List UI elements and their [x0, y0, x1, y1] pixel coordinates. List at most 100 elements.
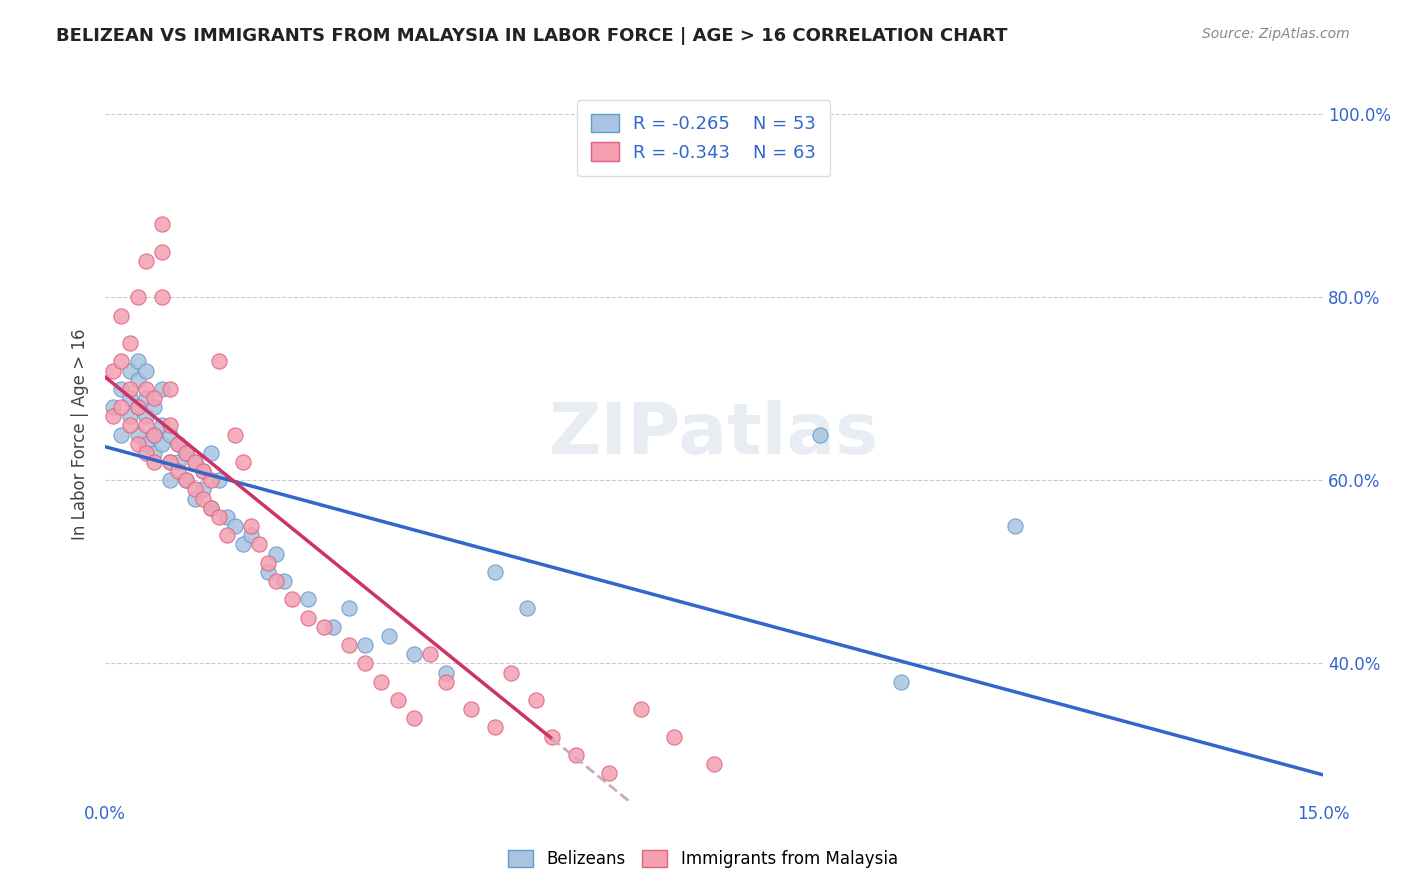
- Point: [135, 436, 157, 450]
- Point: [118, 382, 141, 396]
- Point: [150, 217, 173, 231]
- Point: [127, 354, 149, 368]
- Point: [110, 309, 132, 323]
- Point: [808, 427, 831, 442]
- Point: [256, 565, 278, 579]
- Point: [135, 253, 157, 268]
- Text: Source: ZipAtlas.com: Source: ZipAtlas.com: [1202, 27, 1350, 41]
- Point: [150, 436, 173, 450]
- Point: [540, 730, 562, 744]
- Point: [135, 418, 157, 433]
- Point: [103, 363, 125, 377]
- Point: [516, 601, 538, 615]
- Point: [127, 290, 149, 304]
- Point: [118, 336, 141, 351]
- Point: [264, 547, 287, 561]
- Point: [215, 528, 238, 542]
- Point: [159, 418, 181, 433]
- Point: [662, 730, 685, 744]
- Point: [135, 363, 157, 377]
- Y-axis label: In Labor Force | Age > 16: In Labor Force | Age > 16: [72, 329, 89, 541]
- Text: ZIPatlas: ZIPatlas: [550, 401, 879, 469]
- Point: [135, 446, 157, 460]
- Point: [565, 747, 588, 762]
- Point: [142, 427, 165, 442]
- Text: BELIZEAN VS IMMIGRANTS FROM MALAYSIA IN LABOR FORCE | AGE > 16 CORRELATION CHART: BELIZEAN VS IMMIGRANTS FROM MALAYSIA IN …: [56, 27, 1008, 45]
- Point: [191, 491, 214, 506]
- Point: [159, 473, 181, 487]
- Point: [191, 464, 214, 478]
- Point: [159, 455, 181, 469]
- Point: [142, 400, 165, 414]
- Point: [232, 537, 254, 551]
- Point: [434, 665, 457, 680]
- Point: [297, 592, 319, 607]
- Point: [118, 409, 141, 424]
- Point: [224, 427, 246, 442]
- Point: [150, 244, 173, 259]
- Point: [314, 620, 336, 634]
- Point: [127, 400, 149, 414]
- Point: [200, 500, 222, 515]
- Point: [484, 720, 506, 734]
- Point: [240, 519, 263, 533]
- Point: [110, 400, 132, 414]
- Point: [890, 674, 912, 689]
- Point: [150, 382, 173, 396]
- Legend: R = -0.265    N = 53, R = -0.343    N = 63: R = -0.265 N = 53, R = -0.343 N = 63: [576, 100, 831, 176]
- Point: [167, 455, 190, 469]
- Point: [103, 400, 125, 414]
- Point: [159, 427, 181, 442]
- Point: [224, 519, 246, 533]
- Point: [208, 354, 231, 368]
- Point: [232, 455, 254, 469]
- Point: [110, 427, 132, 442]
- Point: [402, 647, 425, 661]
- Point: [142, 427, 165, 442]
- Point: [630, 702, 652, 716]
- Point: [150, 290, 173, 304]
- Point: [501, 665, 523, 680]
- Point: [118, 391, 141, 405]
- Point: [434, 674, 457, 689]
- Point: [337, 601, 360, 615]
- Point: [273, 574, 295, 588]
- Point: [150, 418, 173, 433]
- Point: [135, 391, 157, 405]
- Point: [110, 354, 132, 368]
- Point: [419, 647, 441, 661]
- Point: [208, 473, 231, 487]
- Point: [118, 418, 141, 433]
- Point: [354, 657, 377, 671]
- Point: [176, 446, 198, 460]
- Point: [703, 757, 725, 772]
- Point: [191, 464, 214, 478]
- Point: [354, 638, 377, 652]
- Point: [159, 455, 181, 469]
- Point: [127, 427, 149, 442]
- Point: [200, 473, 222, 487]
- Point: [281, 592, 304, 607]
- Point: [167, 464, 190, 478]
- Point: [135, 382, 157, 396]
- Legend: Belizeans, Immigrants from Malaysia: Belizeans, Immigrants from Malaysia: [502, 843, 904, 875]
- Point: [200, 446, 222, 460]
- Point: [191, 483, 214, 497]
- Point: [1004, 519, 1026, 533]
- Point: [110, 382, 132, 396]
- Point: [135, 409, 157, 424]
- Point: [264, 574, 287, 588]
- Point: [200, 500, 222, 515]
- Point: [127, 373, 149, 387]
- Point: [208, 510, 231, 524]
- Point: [127, 400, 149, 414]
- Point: [183, 455, 205, 469]
- Point: [118, 363, 141, 377]
- Point: [167, 436, 190, 450]
- Point: [103, 409, 125, 424]
- Point: [598, 766, 620, 780]
- Point: [402, 711, 425, 725]
- Point: [176, 473, 198, 487]
- Point: [370, 674, 392, 689]
- Point: [159, 382, 181, 396]
